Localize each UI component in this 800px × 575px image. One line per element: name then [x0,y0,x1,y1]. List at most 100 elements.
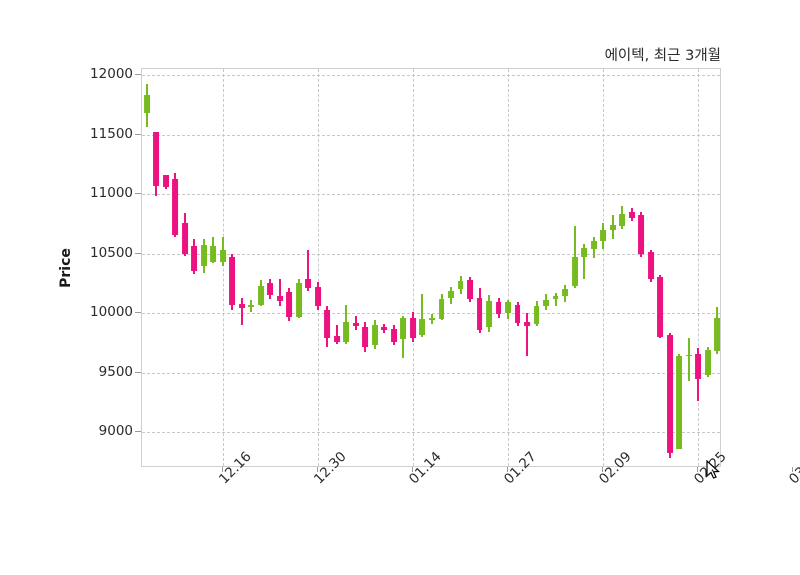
candlestick-body [276,296,283,302]
candlestick-body [657,277,664,337]
candlestick-body [362,327,369,347]
candlestick-body [352,322,359,327]
y-axis-tickmark [135,193,141,195]
y-axis-tickmark [135,312,141,314]
candlestick-body [181,222,188,254]
gridline-vertical [317,69,319,466]
x-axis-tickmark [602,467,604,472]
candlestick-body [419,319,426,335]
x-axis-tickmark [411,467,413,472]
gridline-vertical [603,69,605,466]
candlestick-body [457,281,464,290]
candlestick-body [704,350,711,376]
x-axis-tickmark [221,467,223,472]
candlestick-wick [278,278,281,306]
candlestick-body [381,327,388,330]
candlestick-body [638,215,645,254]
gridline-vertical [698,69,700,466]
candlestick-body [314,286,321,306]
candlestick-body [695,353,702,379]
candlestick-body [200,245,207,266]
gridline-horizontal [142,432,720,434]
x-axis-tickmark [316,467,318,472]
candlestick-body [438,298,445,320]
candlestick-body [552,296,559,299]
y-axis-tick-label: 11500 [90,125,133,142]
gridline-horizontal [142,253,720,255]
candlestick-wick [554,292,557,306]
candlestick-body [619,214,626,227]
candlestick-wick [335,325,338,345]
candlestick-body [333,335,340,342]
candlestick-body [628,211,635,218]
x-axis-tickmark [507,467,509,472]
plot-inner [142,69,720,466]
y-axis-tick-label: 9000 [98,423,133,440]
candlestick-body [286,291,293,317]
gridline-horizontal [142,74,720,76]
y-axis-tickmark [135,371,141,373]
candlestick-wick [583,244,586,279]
y-axis-label: Price [58,248,74,288]
candlestick-body [543,300,550,307]
y-axis-tickmark [135,73,141,75]
y-axis-tick-label: 12000 [90,65,133,82]
y-axis-tick-label: 10500 [90,244,133,261]
candlestick-body [219,250,226,262]
candlestick-body [524,321,531,327]
candlestick-body [210,246,217,262]
candlestick-body [609,225,616,230]
candlestick-body [238,303,245,309]
candlestick-wick [354,315,357,330]
candlestick-body [400,317,407,340]
candlestick-body [371,325,378,346]
candlestick-body [391,328,397,342]
y-axis-tickmark [135,431,141,433]
candlestick-body [143,95,150,114]
candlestick-body [714,317,720,352]
candlestick-body [267,283,274,296]
candlestick-body [476,297,483,330]
x-axis-tickmark [697,467,699,472]
y-axis-tick-label: 11000 [90,185,133,202]
candlestick-body [685,354,692,357]
y-axis-tick-label: 9500 [98,363,133,380]
candlestick-body [324,309,331,339]
gridline-horizontal [142,313,720,315]
candlestick-body [410,317,416,339]
candlestick-body [505,302,512,314]
y-axis-tick-label: 10000 [90,304,133,321]
candlestick-body [467,279,473,299]
candlestick-body [514,304,521,323]
candlestick-wick [687,338,690,382]
gridline-horizontal [142,194,720,196]
candlestick-body [581,247,588,258]
x-axis-tick-label: 03.11 [786,448,800,488]
candlestick-body [486,301,492,328]
candlestick-body [162,175,169,187]
gridline-vertical [412,69,414,466]
candlestick-body [666,334,673,453]
candlestick-body [191,246,198,272]
y-axis-tickmark [135,133,141,135]
candlestick-body [429,317,435,321]
candlestick-body [533,306,540,324]
candlestick-body [248,304,255,308]
candlestick-body [676,356,683,449]
y-axis-tickmark [135,252,141,254]
gridline-horizontal [142,134,720,136]
candlestick-body [571,257,578,286]
candlestick-wick [526,313,529,357]
candlestick-wick [573,226,576,289]
candlestick-body [562,289,569,297]
chart-title: 에이텍, 최근 3개월 [604,48,721,64]
candlestick-body [448,290,454,298]
candlestick-body [343,321,350,342]
gridline-vertical [222,69,224,466]
candlestick-body [257,285,264,305]
candlestick-body [495,302,502,315]
gridline-horizontal [142,372,720,374]
candlestick-wick [240,297,243,326]
candlestick-body [647,252,654,279]
